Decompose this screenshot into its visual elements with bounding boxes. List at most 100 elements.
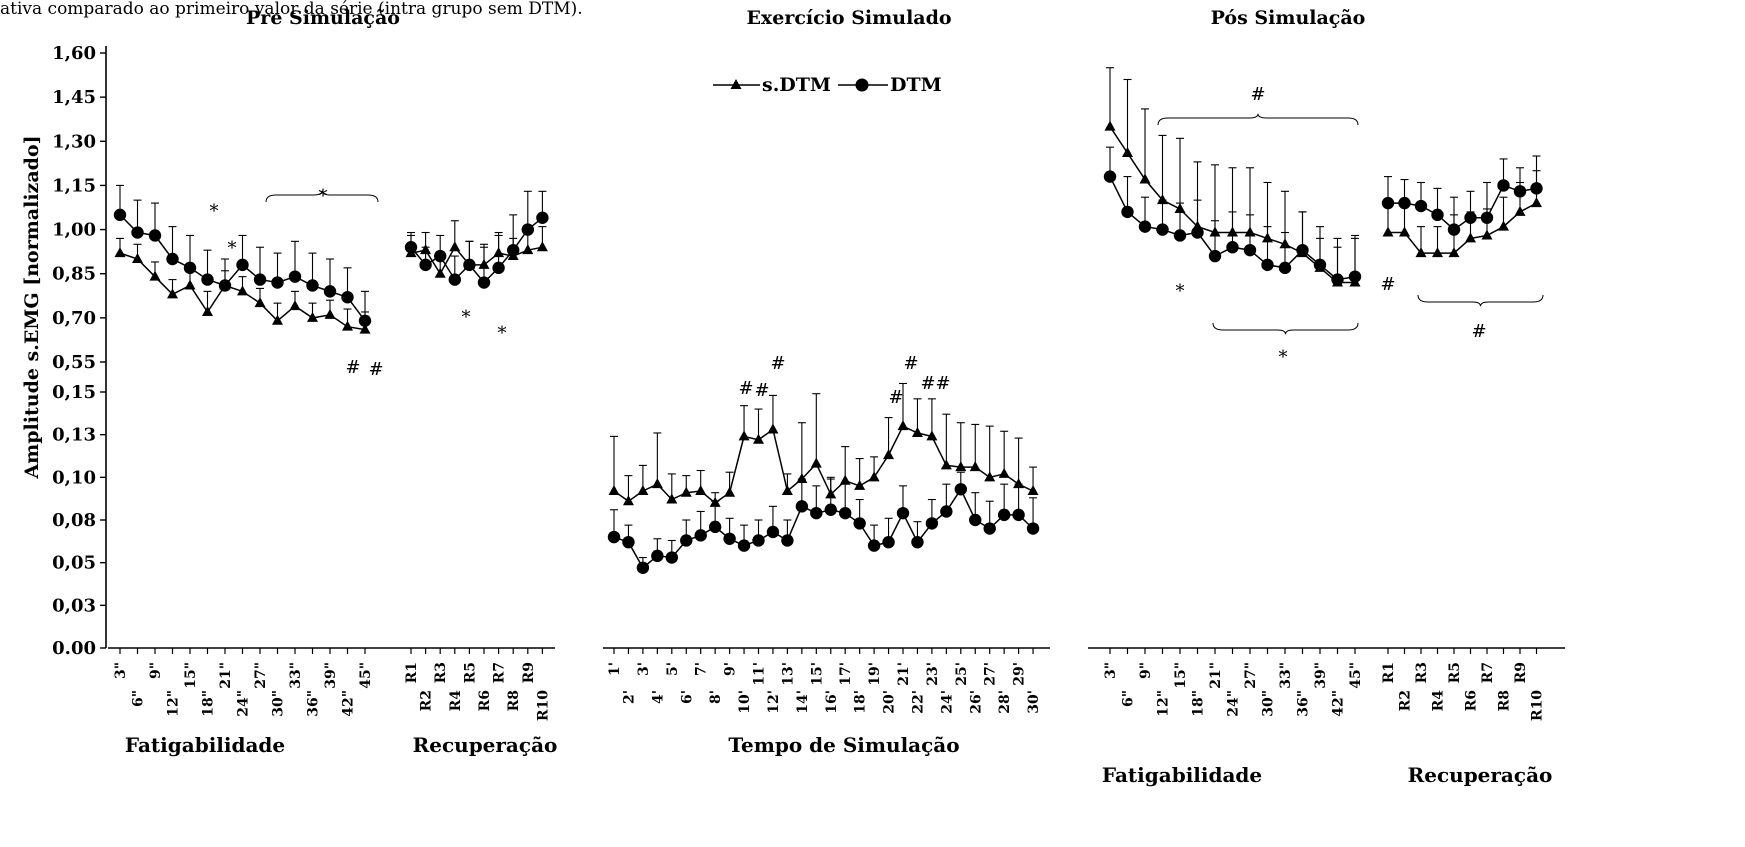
series-dtm-point (1398, 196, 1411, 210)
series-sdtm-point (666, 493, 678, 504)
x-tick-label: 5' (665, 662, 681, 676)
significance-bracket (265, 190, 379, 203)
series-sdtm-point (738, 430, 750, 441)
x-tick-label: R4 (1431, 690, 1447, 712)
series-dtm-point (306, 279, 319, 292)
series-dtm-point (954, 483, 967, 496)
significance-marker: # (368, 359, 383, 380)
x-tick-label: R1 (1381, 662, 1397, 683)
series-dtm-point (752, 534, 765, 547)
x-tick-label: R3 (1414, 662, 1430, 683)
series-dtm-point (1497, 179, 1510, 192)
series-sdtm-point (969, 461, 981, 472)
significance-marker: # (903, 353, 918, 374)
series-sdtm-point (272, 314, 283, 325)
x-tick-label: 7' (694, 662, 710, 676)
series-dtm-point (236, 258, 249, 272)
figure-caption: ativa comparado ao primeiro valor da sér… (0, 0, 583, 19)
series-dtm-point (419, 258, 432, 272)
x-tick-label: R6 (477, 690, 493, 711)
series-dtm-point (969, 513, 982, 527)
series-dtm-point (1191, 226, 1204, 239)
series-dtm-point (131, 226, 144, 239)
series-dtm-point (463, 258, 476, 272)
significance-marker: * (228, 238, 237, 259)
series-sdtm-point (1399, 226, 1410, 237)
y-tick-label: 0,03 (52, 595, 96, 616)
significance-marker: # (345, 357, 360, 378)
significance-marker: # (738, 378, 753, 399)
y-tick-label: 0,10 (52, 467, 96, 488)
series-dtm-point (1012, 508, 1025, 522)
series-sdtm-point (911, 426, 923, 437)
series-dtm-point (1156, 223, 1169, 236)
x-tick-label: 36" (306, 690, 322, 717)
x-group-label: Fatigabilidade (125, 733, 285, 757)
series-sdtm-point (342, 320, 353, 331)
series-dtm-point (781, 534, 794, 547)
series-dtm-point (1530, 182, 1543, 195)
series-sdtm-line (1388, 202, 1537, 254)
series-dtm-point (166, 252, 179, 266)
x-tick-label: 24" (1226, 690, 1242, 717)
x-tick-label: R4 (448, 690, 464, 712)
legend-marker-circle (855, 78, 869, 92)
y-axis-label: Amplitude s.EMG [normalizado] (21, 135, 43, 479)
significance-marker: * (319, 186, 328, 207)
series-dtm-point (766, 525, 780, 539)
x-tick-label: 15" (183, 662, 199, 689)
series-dtm-point (434, 249, 447, 263)
series-dtm-point (1243, 243, 1257, 257)
x-tick-label: 21" (218, 662, 234, 689)
series-dtm-point (708, 520, 722, 534)
x-tick-label: 23' (925, 662, 941, 686)
series-dtm-point (651, 549, 664, 563)
x-group-label: Tempo de Simulação (728, 733, 959, 757)
x-tick-label: 33" (1278, 662, 1294, 689)
series-dtm-point (404, 241, 418, 254)
series-dtm-point (1313, 258, 1327, 272)
y-tick-label: 0,15 (52, 382, 96, 403)
series-dtm-point (1261, 258, 1274, 272)
x-tick-label: R2 (1398, 690, 1414, 711)
x-tick-label: 18' (853, 690, 869, 714)
series-dtm-point (737, 539, 751, 552)
series-sdtm-point (1104, 120, 1116, 131)
x-tick-label: 24' (939, 690, 955, 714)
series-dtm-point (853, 517, 866, 530)
x-tick-label: 1' (607, 662, 623, 676)
series-dtm-point (911, 535, 924, 549)
series-dtm-point (694, 529, 707, 542)
significance-bracket (1157, 113, 1359, 126)
series-dtm-point (896, 506, 910, 520)
x-tick-label: 6" (1121, 690, 1137, 707)
x-tick-label: 45" (1348, 662, 1364, 689)
series-sdtm-point (289, 300, 301, 311)
series-dtm-point (665, 551, 678, 564)
x-tick-label: 20' (882, 690, 898, 714)
series-sdtm-point (1122, 147, 1133, 158)
series-sdtm-point (536, 241, 548, 252)
series-dtm-point (323, 285, 337, 298)
x-tick-label: R5 (462, 662, 478, 683)
x-tick-label: 18" (201, 690, 217, 717)
x-tick-label: 4' (650, 690, 666, 704)
series-dtm-point (1331, 273, 1344, 286)
series-dtm-point (218, 279, 232, 292)
x-tick-label: 12" (166, 690, 182, 717)
series-dtm-point (1103, 170, 1117, 183)
series-dtm-point (1348, 270, 1362, 283)
series-sdtm-point (184, 279, 196, 290)
x-tick-label: 30" (271, 690, 287, 717)
y-tick-label: 0,05 (52, 553, 96, 574)
series-sdtm-point (434, 267, 446, 278)
significance-marker: # (920, 373, 935, 394)
x-tick-label: 25' (954, 662, 970, 686)
x-tick-label: R9 (521, 662, 537, 683)
series-sdtm-point (449, 241, 461, 252)
x-tick-label: 9" (148, 662, 164, 679)
series-sdtm-point (1415, 247, 1427, 258)
series-sdtm-point (926, 430, 938, 441)
series-sdtm-point (1027, 484, 1039, 495)
series-dtm-point (288, 270, 302, 283)
